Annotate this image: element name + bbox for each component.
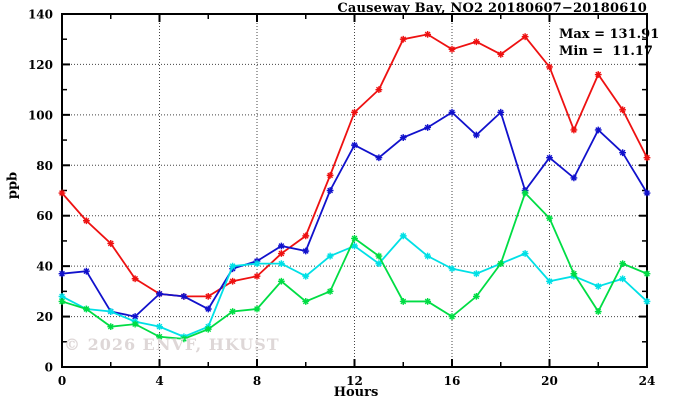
y-tick-label: 0 [45,361,53,375]
x-tick-label: 20 [541,374,558,388]
series-green-markers [58,189,651,343]
max-label: Max = 131.91 [559,27,660,42]
y-tick-label: 80 [36,159,53,173]
x-tick-label: 12 [346,374,363,388]
y-tick-label: 20 [36,310,53,324]
y-axis-label: ppb [5,171,21,200]
max-min-annotation: Max = 131.91 Min = 11.17 [559,26,659,60]
y-tick-label: 120 [28,58,53,72]
x-tick-label: 16 [444,374,461,388]
x-tick-label: 24 [639,374,656,388]
y-tick-label: 140 [28,8,53,22]
x-tick-label: 0 [58,374,66,388]
y-tick-label: 100 [28,108,53,122]
y-tick-label: 60 [36,209,53,223]
y-tick-label: 40 [36,260,53,274]
x-tick-label: 8 [253,374,261,388]
chart-title: Causeway Bay, NO2 20180607−20180610 [337,1,647,16]
min-label: Min = 11.17 [559,44,653,59]
x-axis-label: Hours [333,385,379,400]
watermark: © 2026 ENVF, HKUST [64,335,280,354]
x-tick-label: 4 [155,374,163,388]
